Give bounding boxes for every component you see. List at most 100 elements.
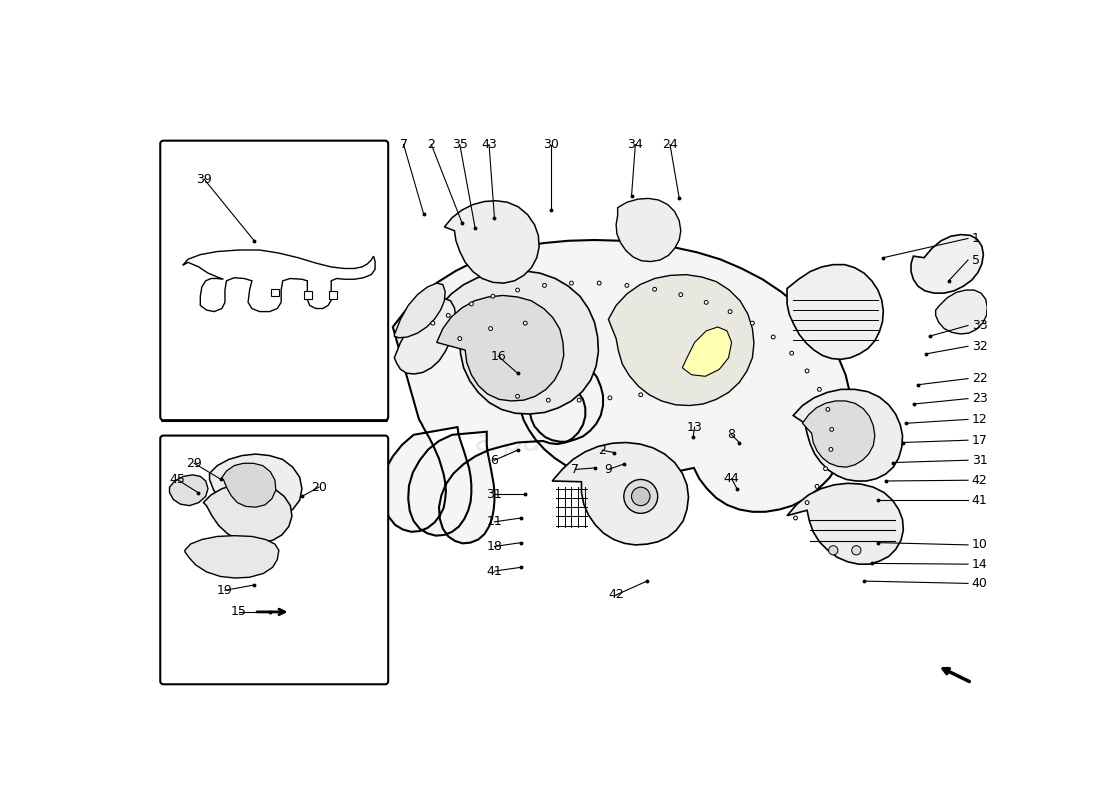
- FancyBboxPatch shape: [161, 141, 388, 420]
- Text: 11: 11: [486, 515, 503, 528]
- Text: 44: 44: [724, 472, 739, 485]
- Circle shape: [491, 294, 495, 298]
- Circle shape: [793, 516, 798, 520]
- FancyBboxPatch shape: [161, 435, 388, 684]
- Text: 31: 31: [972, 454, 988, 466]
- Text: 35: 35: [452, 138, 468, 151]
- Text: a passion for parts: a passion for parts: [475, 428, 760, 457]
- Circle shape: [631, 487, 650, 506]
- Text: 23: 23: [972, 392, 988, 405]
- Text: 14: 14: [972, 558, 988, 570]
- Circle shape: [516, 288, 519, 292]
- Polygon shape: [444, 201, 539, 283]
- Text: 41: 41: [972, 494, 988, 506]
- Bar: [162, 144, 387, 421]
- Text: 7: 7: [571, 463, 580, 476]
- Circle shape: [815, 485, 820, 488]
- Polygon shape: [911, 234, 983, 293]
- Circle shape: [828, 546, 838, 555]
- Text: 15: 15: [231, 606, 246, 618]
- Circle shape: [542, 283, 547, 287]
- Circle shape: [470, 302, 473, 306]
- Circle shape: [458, 337, 462, 341]
- Polygon shape: [382, 240, 851, 543]
- Bar: [271, 289, 278, 296]
- Text: 2: 2: [428, 138, 436, 151]
- Text: 39: 39: [196, 173, 212, 186]
- Text: euroboss: euroboss: [426, 365, 840, 443]
- Text: 10: 10: [972, 538, 988, 551]
- Text: 17: 17: [972, 434, 988, 446]
- Circle shape: [597, 281, 601, 285]
- Circle shape: [639, 393, 642, 397]
- Text: 12: 12: [972, 413, 988, 426]
- Circle shape: [817, 387, 822, 391]
- Polygon shape: [395, 283, 446, 338]
- Text: 41: 41: [486, 565, 503, 578]
- Polygon shape: [169, 475, 208, 506]
- Polygon shape: [437, 295, 563, 401]
- Text: 6: 6: [491, 454, 498, 466]
- Polygon shape: [209, 454, 301, 519]
- Text: 13: 13: [686, 421, 703, 434]
- Circle shape: [771, 335, 775, 339]
- Text: 1: 1: [972, 232, 980, 245]
- Text: 9: 9: [605, 463, 613, 476]
- Circle shape: [570, 281, 573, 285]
- Polygon shape: [793, 390, 902, 481]
- Circle shape: [829, 447, 833, 451]
- Circle shape: [625, 283, 629, 287]
- Circle shape: [728, 310, 732, 314]
- Text: 16: 16: [491, 350, 506, 362]
- Polygon shape: [424, 270, 598, 414]
- Polygon shape: [608, 274, 754, 406]
- Polygon shape: [183, 250, 375, 311]
- Polygon shape: [185, 536, 279, 578]
- Circle shape: [524, 322, 527, 325]
- Circle shape: [516, 394, 519, 398]
- Polygon shape: [803, 401, 874, 467]
- Polygon shape: [788, 265, 883, 359]
- Text: 2: 2: [598, 444, 606, 457]
- Circle shape: [826, 407, 829, 411]
- Text: 20: 20: [311, 481, 327, 494]
- Circle shape: [704, 301, 708, 304]
- Text: 42: 42: [608, 589, 624, 602]
- Text: 24: 24: [662, 138, 678, 151]
- Text: 22: 22: [972, 372, 988, 385]
- Text: 5: 5: [972, 254, 980, 266]
- Circle shape: [624, 479, 658, 514]
- Text: 40: 40: [972, 577, 988, 590]
- Circle shape: [547, 398, 550, 402]
- Circle shape: [829, 427, 834, 431]
- Circle shape: [447, 314, 450, 318]
- Circle shape: [750, 322, 755, 325]
- Circle shape: [431, 322, 434, 325]
- Circle shape: [578, 398, 581, 402]
- Polygon shape: [616, 198, 681, 262]
- Circle shape: [851, 546, 861, 555]
- Text: 19: 19: [217, 584, 233, 597]
- Bar: [305, 291, 312, 298]
- Polygon shape: [395, 298, 455, 374]
- Text: 31: 31: [486, 487, 503, 501]
- Polygon shape: [936, 290, 988, 334]
- Text: 34: 34: [627, 138, 644, 151]
- Circle shape: [824, 466, 827, 470]
- Text: 32: 32: [972, 340, 988, 353]
- Polygon shape: [682, 327, 732, 376]
- Circle shape: [805, 501, 808, 505]
- Text: 7: 7: [399, 138, 408, 151]
- Text: 30: 30: [542, 138, 559, 151]
- Text: 29: 29: [186, 457, 202, 470]
- Text: 42: 42: [972, 474, 988, 486]
- Polygon shape: [788, 483, 903, 564]
- Circle shape: [608, 396, 612, 400]
- Text: 33: 33: [972, 319, 988, 332]
- Polygon shape: [221, 463, 276, 507]
- Polygon shape: [552, 442, 689, 545]
- Text: 8: 8: [727, 428, 736, 442]
- Polygon shape: [204, 483, 292, 542]
- Text: 18: 18: [486, 540, 503, 553]
- Circle shape: [652, 287, 657, 291]
